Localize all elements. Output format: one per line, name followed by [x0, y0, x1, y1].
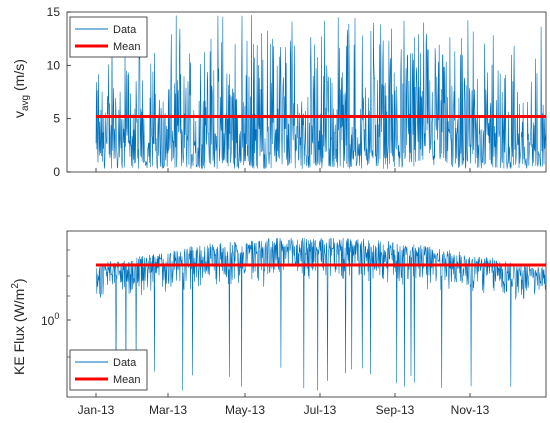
top-data-line — [95, 15, 547, 169]
top-y-label-unit: (m/s) — [11, 59, 27, 95]
bottom-x-tick-label: Nov-13 — [451, 403, 490, 417]
bottom-y-label-main: KE Flux (W/m — [11, 289, 27, 375]
bottom-x-tick-label: Jul-13 — [304, 403, 337, 417]
bottom-legend-data-label: Data — [113, 357, 137, 369]
top-y-tick-label: 5 — [53, 112, 60, 126]
top-y-ticks: 0 5 10 15 — [47, 5, 71, 179]
bottom-y-tick-label: 100 — [41, 311, 59, 328]
bottom-x-tick-label: May-13 — [225, 403, 265, 417]
bottom-axes: Jan-13 Mar-13 May-13 Jul-13 Sep-13 Nov-13 100… — [10, 230, 547, 417]
bottom-y-tick-base: 10 — [41, 314, 55, 328]
top-axes: 0 5 10 15 vavg (m/s) Data Mean — [11, 5, 547, 179]
bottom-data-series — [95, 237, 547, 391]
bottom-x-tick-label: Jan-13 — [78, 403, 115, 417]
bottom-y-label-close: ) — [11, 278, 27, 283]
top-data-series — [95, 15, 547, 169]
bottom-data-line — [95, 237, 547, 391]
top-y-tick-label: 15 — [47, 5, 61, 19]
top-legend-data-label: Data — [113, 24, 137, 36]
top-y-axis-label: vavg (m/s) — [11, 59, 31, 118]
top-y-label-sub: avg — [20, 95, 31, 111]
bottom-legend: Data Mean — [69, 349, 148, 391]
top-legend-mean-label: Mean — [113, 41, 141, 53]
top-y-label-main: v — [11, 111, 27, 118]
top-y-tick-label: 10 — [47, 58, 61, 72]
bottom-x-tick-label: Sep-13 — [376, 403, 415, 417]
bottom-y-label-sup: 2 — [10, 283, 21, 289]
top-x-ticks — [95, 168, 471, 172]
bottom-legend-mean-label: Mean — [113, 374, 141, 386]
bottom-legend-box — [69, 349, 148, 391]
bottom-y-axis-label: KE Flux (W/m2) — [10, 278, 27, 375]
bottom-y-tick-exponent: 0 — [54, 311, 59, 321]
top-y-tick-label: 0 — [53, 165, 60, 179]
bottom-x-tick-label: Mar-13 — [149, 403, 187, 417]
bottom-x-ticks: Jan-13 Mar-13 May-13 Jul-13 Sep-13 Nov-13 — [78, 393, 490, 417]
top-legend: Data Mean — [69, 16, 148, 58]
top-legend-box — [69, 16, 148, 58]
